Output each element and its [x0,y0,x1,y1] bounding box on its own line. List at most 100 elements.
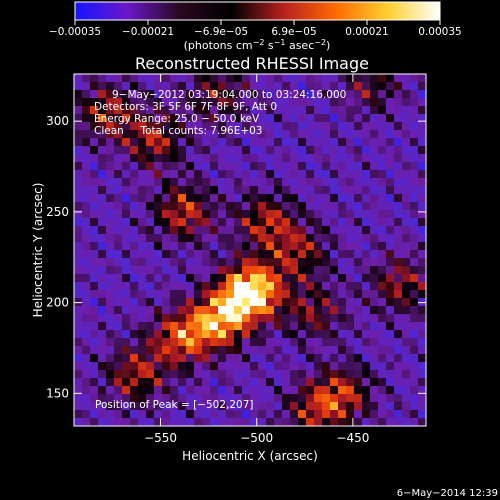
heatmap-cell [306,418,315,426]
heatmap-cell [138,338,147,347]
heatmap-cell [170,314,179,323]
heatmap-cell [282,122,291,131]
heatmap-cell [250,226,259,235]
heatmap-cell [394,402,403,411]
heatmap-cell [266,402,275,411]
heatmap-cell [202,394,211,403]
heatmap-cell [354,402,363,411]
heatmap-cell [178,226,187,235]
heatmap-cell [378,138,387,147]
heatmap-cell [338,90,347,99]
heatmap-cell [386,178,395,187]
heatmap-cell [418,314,426,323]
heatmap-cell [362,146,371,155]
heatmap-cell [194,234,203,243]
heatmap-cell [218,314,227,323]
heatmap-cell [146,90,155,99]
heatmap-cell [290,122,299,131]
heatmap-cell [186,418,195,426]
heatmap-cell [354,234,363,243]
heatmap-cell [74,258,83,267]
heatmap-cell [418,362,426,371]
heatmap-cell [306,314,315,323]
heatmap-cell [306,386,315,395]
heatmap-cell [234,386,243,395]
heatmap-cell [338,194,347,203]
heatmap-cell [138,290,147,299]
heatmap-cell [130,266,139,275]
heatmap-cell [354,274,363,283]
heatmap-cell [402,210,411,219]
heatmap-cell [242,282,251,291]
heatmap-cell [386,154,395,163]
heatmap-cell [314,274,323,283]
heatmap-cell [362,418,371,426]
heatmap-cell [194,130,203,139]
heatmap-cell [258,346,267,355]
heatmap-cell [98,202,107,211]
heatmap-cell [74,402,83,411]
heatmap-cell [138,106,147,115]
heatmap-cell [314,74,323,83]
heatmap-cell [330,322,339,331]
heatmap-cell [370,370,379,379]
heatmap-cell [234,218,243,227]
heatmap-cell [82,242,91,251]
heatmap-cell [250,330,259,339]
heatmap-cell [274,106,283,115]
heatmap-cell [186,162,195,171]
heatmap-cell [274,258,283,267]
heatmap-cell [346,138,355,147]
heatmap-cell [290,410,299,419]
heatmap-cell [386,410,395,419]
heatmap-cell [202,186,211,195]
heatmap-cell [322,178,331,187]
heatmap-cell [418,242,426,251]
heatmap-cell [186,266,195,275]
heatmap-cell [298,354,307,363]
heatmap-cell [378,202,387,211]
heatmap-cell [250,322,259,331]
heatmap-cell [354,138,363,147]
heatmap-cell [194,106,203,115]
heatmap-cell [362,410,371,419]
heatmap-cell [226,106,235,115]
heatmap-cell [114,354,123,363]
heatmap-cell [258,298,267,307]
heatmap-cell [186,250,195,259]
heatmap-cell [162,370,171,379]
heatmap-cell [162,242,171,251]
heatmap-cell [138,146,147,155]
heatmap-cell [298,386,307,395]
heatmap-cell [314,170,323,179]
heatmap-cell [266,394,275,403]
heatmap-cell [106,114,115,123]
heatmap-cell [178,146,187,155]
heatmap-cell [330,290,339,299]
heatmap-cell [114,82,123,91]
heatmap-cell [362,194,371,203]
heatmap-cell [122,354,131,363]
heatmap-cell [194,90,203,99]
heatmap-cell [234,370,243,379]
heatmap-cell [354,362,363,371]
heatmap-cell [186,282,195,291]
heatmap-cell [386,290,395,299]
heatmap-cell [82,202,91,211]
heatmap-cell [122,290,131,299]
heatmap-cell [338,234,347,243]
heatmap-cell [146,146,155,155]
heatmap-cell [194,82,203,91]
heatmap-cell [410,170,419,179]
heatmap-cell [202,146,211,155]
heatmap-cell [242,354,251,363]
heatmap-cell [266,106,275,115]
heatmap-cell [402,82,411,91]
heatmap-cell [146,354,155,363]
heatmap-cell [282,186,291,195]
heatmap-cell [82,170,91,179]
heatmap-cell [330,242,339,251]
heatmap-cell [170,226,179,235]
heatmap-cell [178,402,187,411]
heatmap-cell [218,306,227,315]
